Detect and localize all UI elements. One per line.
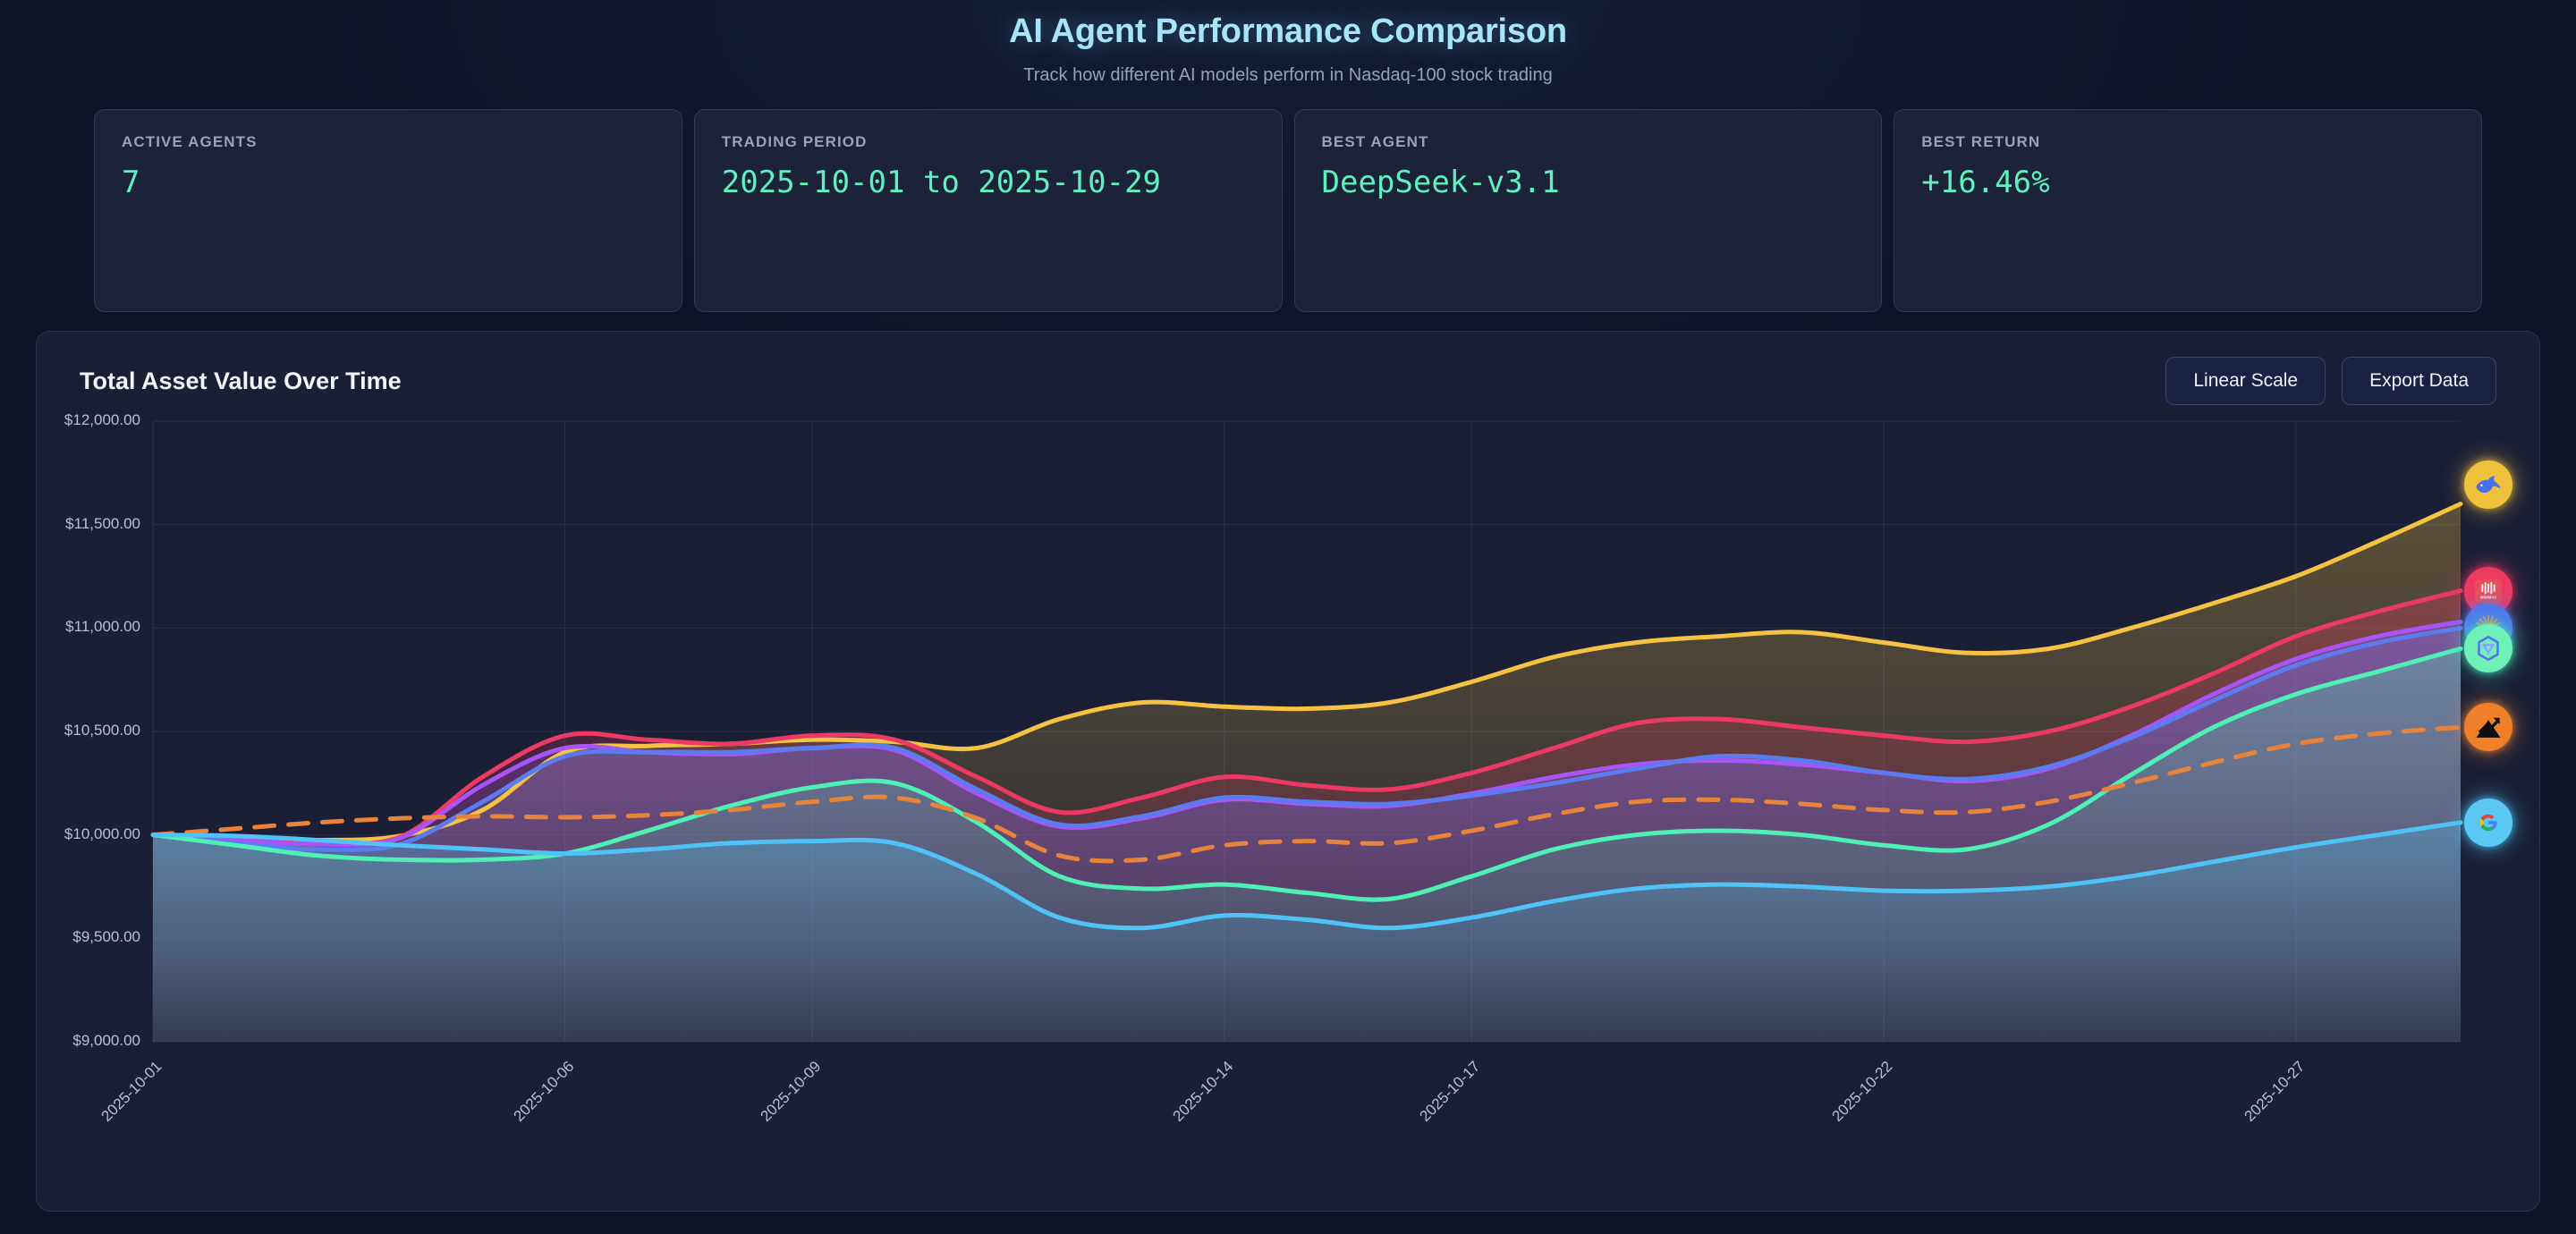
chart-actions: Linear Scale Export Data bbox=[2165, 357, 2496, 405]
qwen-avatar[interactable] bbox=[2464, 624, 2512, 673]
linear-scale-button[interactable]: Linear Scale bbox=[2165, 357, 2326, 405]
minimax-icon: MINIMAX bbox=[2470, 573, 2506, 609]
stat-card-best-agent: BEST AGENT DeepSeek-v3.1 bbox=[1293, 109, 1883, 312]
stat-card-best-return: BEST RETURN +16.46% bbox=[1894, 109, 2482, 312]
chart-panel: Total Asset Value Over Time Linear Scale… bbox=[36, 331, 2540, 1212]
stat-label: ACTIVE AGENTS bbox=[122, 133, 258, 150]
page-subtitle: Track how different AI models perform in… bbox=[1023, 65, 1553, 85]
series-line-gemini bbox=[150, 820, 2463, 931]
series-line-kimi bbox=[150, 625, 2463, 852]
y-axis-tick: $9,000.00 bbox=[72, 1032, 140, 1049]
page-title: AI Agent Performance Comparison bbox=[1009, 13, 1567, 50]
stat-card-trading-period: TRADING PERIOD 2025-10-01 to 2025-10-29 bbox=[693, 109, 1283, 312]
y-axis-tick: $9,500.00 bbox=[72, 928, 140, 946]
deepseek-whale-avatar[interactable] bbox=[2464, 460, 2512, 509]
chart-up-icon bbox=[2471, 710, 2505, 744]
stat-value: +16.46% bbox=[1921, 165, 2050, 200]
chart-header: Total Asset Value Over Time Linear Scale… bbox=[37, 332, 2539, 405]
series-line-minimax bbox=[150, 588, 2463, 846]
stat-value: 2025-10-01 to 2025-10-29 bbox=[721, 165, 1162, 200]
stat-label: TRADING PERIOD bbox=[721, 133, 868, 150]
stat-card-active-agents: ACTIVE AGENTS 7 bbox=[94, 109, 682, 312]
y-axis-tick: $10,500.00 bbox=[64, 722, 140, 739]
chart-up-avatar[interactable] bbox=[2464, 703, 2512, 752]
stat-label: BEST RETURN bbox=[1921, 133, 2041, 150]
plot-area[interactable]: $9,000.00 $9,500.00 $10,000.00 $10,500.00 $1… bbox=[37, 405, 2539, 1174]
google-g-icon bbox=[2473, 807, 2504, 838]
series-line-claude bbox=[150, 724, 2463, 864]
y-axis-tick: $11,000.00 bbox=[65, 618, 140, 636]
stats-row: ACTIVE AGENTS 7 TRADING PERIOD 2025-10-0… bbox=[0, 86, 2576, 312]
y-axis-tick: $11,500.00 bbox=[65, 514, 140, 532]
stat-value: 7 bbox=[122, 165, 140, 200]
app-header: AI Agent Performance Comparison Track ho… bbox=[0, 0, 2576, 86]
qwen-icon bbox=[2472, 632, 2504, 664]
stat-value: DeepSeek-v3.1 bbox=[1321, 165, 1560, 200]
export-data-button[interactable]: Export Data bbox=[2342, 357, 2496, 405]
deepseek-whale-icon bbox=[2472, 469, 2504, 501]
google-g-avatar[interactable] bbox=[2464, 798, 2512, 847]
series-area bbox=[153, 822, 2461, 1042]
series-line-qwen bbox=[150, 646, 2463, 902]
stat-label: BEST AGENT bbox=[1321, 133, 1429, 150]
y-axis-tick: $10,000.00 bbox=[64, 824, 140, 842]
y-axis-tick: $12,000.00 bbox=[64, 411, 140, 428]
chart-title: Total Asset Value Over Time bbox=[80, 367, 402, 394]
svg-text:MINIMAX: MINIMAX bbox=[2480, 595, 2496, 599]
line-chart-svg bbox=[150, 420, 2463, 1043]
